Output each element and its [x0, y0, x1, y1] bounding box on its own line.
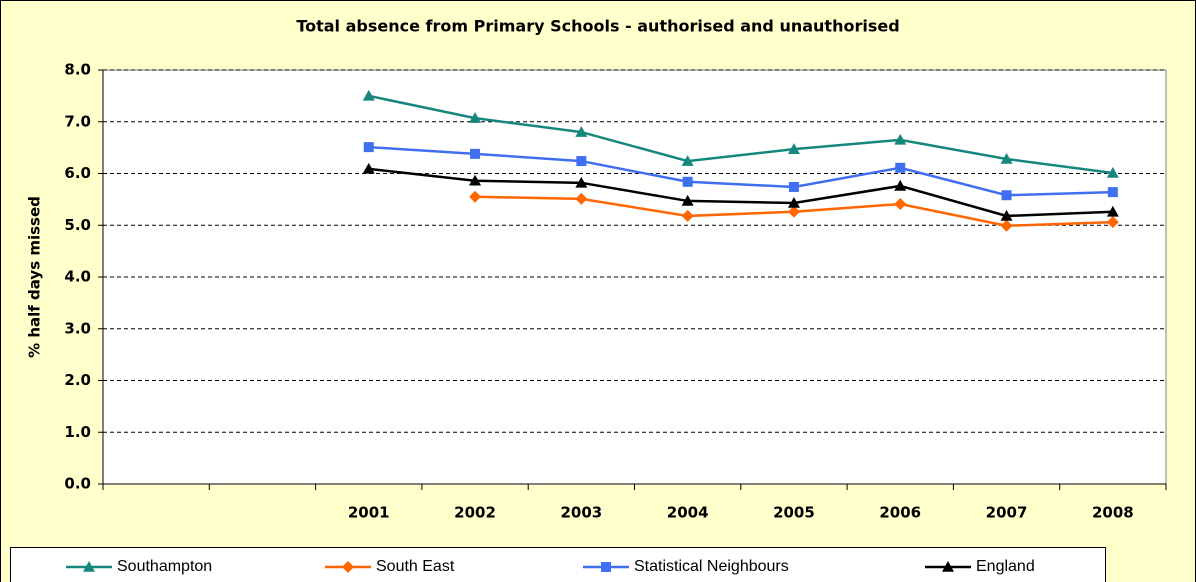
- legend-marker: [83, 561, 95, 572]
- data-point: [682, 176, 693, 187]
- data-point: [787, 196, 800, 208]
- data-point: [681, 155, 694, 166]
- data-point: [1106, 216, 1119, 229]
- data-point: [681, 194, 694, 206]
- x-tick-label: 2002: [454, 504, 496, 522]
- data-point: [894, 179, 907, 191]
- data-point: [1000, 209, 1013, 221]
- data-point: [362, 162, 375, 174]
- x-tick-label: 2007: [986, 504, 1028, 522]
- data-point: [1000, 219, 1013, 232]
- data-point: [1000, 153, 1013, 164]
- y-tick-label: 8.0: [64, 61, 91, 79]
- y-axis-label: % half days missed: [26, 196, 44, 358]
- data-point: [894, 133, 907, 145]
- data-point: [1106, 205, 1119, 217]
- x-tick-label: 2003: [560, 504, 602, 522]
- legend-marker: [942, 561, 954, 572]
- legend-label: Statistical Neighbours: [634, 558, 789, 575]
- data-point: [575, 176, 588, 188]
- legend-label: England: [976, 558, 1035, 575]
- legend: [10, 547, 1106, 582]
- data-point: [469, 112, 482, 123]
- y-tick-label: 2.0: [64, 371, 91, 389]
- data-point: [787, 143, 800, 154]
- y-tick-label: 6.0: [64, 164, 91, 182]
- x-tick-label: 2008: [1092, 504, 1134, 522]
- data-point: [469, 190, 482, 203]
- legend-label: South East: [376, 558, 455, 575]
- data-point: [362, 89, 375, 101]
- series-line: [368, 145, 1113, 197]
- data-point: [1107, 187, 1118, 198]
- legend-label: Southampton: [117, 558, 212, 575]
- legend-marker: [342, 561, 354, 573]
- y-tick-label: 4.0: [64, 268, 91, 286]
- y-tick-label: 1.0: [64, 423, 91, 441]
- x-tick-label: 2006: [879, 504, 921, 522]
- x-tick-label: 2001: [348, 504, 390, 522]
- series-line: [368, 167, 1113, 218]
- x-tick-label: 2004: [667, 504, 709, 522]
- data-point: [681, 209, 694, 222]
- y-tick-label: 5.0: [64, 216, 91, 234]
- chart-title: Total absence from Primary Schools - aut…: [296, 17, 899, 36]
- data-point: [470, 148, 481, 159]
- legend-marker: [601, 562, 611, 572]
- y-tick-label: 0.0: [64, 475, 91, 493]
- data-point: [1001, 190, 1012, 201]
- data-point: [788, 181, 799, 192]
- data-point: [363, 142, 374, 153]
- data-point: [895, 162, 906, 173]
- data-point: [787, 205, 800, 218]
- y-tick-label: 3.0: [64, 319, 91, 337]
- data-point: [575, 126, 588, 137]
- data-point: [1106, 166, 1119, 178]
- data-point: [469, 174, 482, 186]
- y-tick-label: 7.0: [64, 112, 91, 130]
- data-point: [576, 156, 587, 167]
- data-point: [894, 198, 907, 211]
- data-point: [575, 192, 588, 205]
- x-tick-label: 2005: [773, 504, 815, 522]
- series-line: [368, 94, 1114, 175]
